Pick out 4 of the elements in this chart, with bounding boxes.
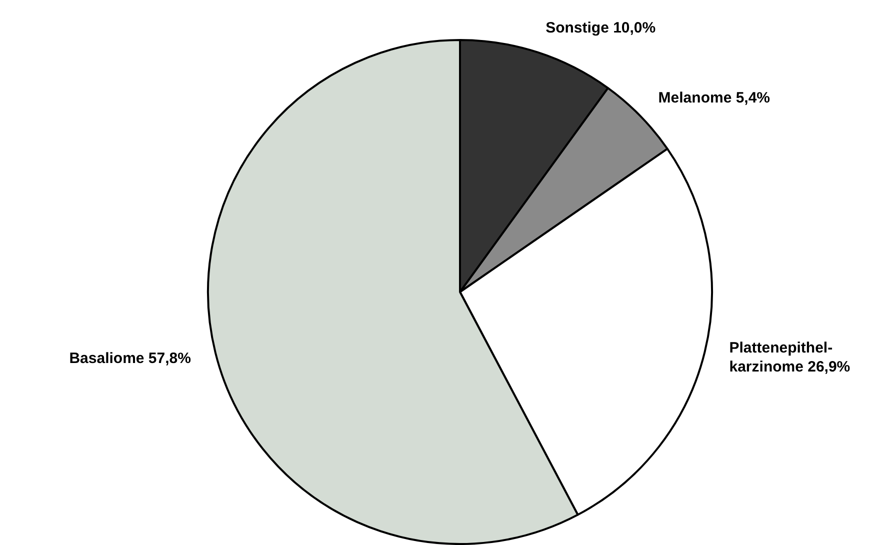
slice-label: Sonstige 10,0% [546, 19, 656, 36]
slice-label: Basaliome 57,8% [69, 350, 191, 367]
slice-label: Melanome 5,4% [658, 89, 770, 106]
slice-label: Plattenepithel-karzinome 26,9% [729, 340, 850, 376]
